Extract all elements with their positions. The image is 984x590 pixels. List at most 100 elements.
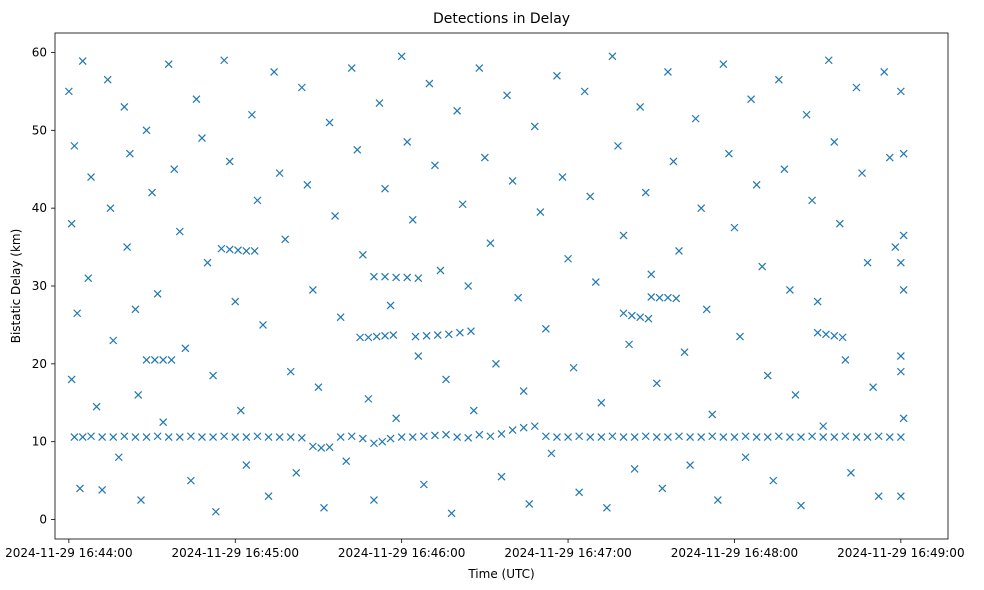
data-point [106, 204, 115, 213]
data-point [281, 235, 290, 244]
data-point [663, 293, 672, 302]
data-point [497, 472, 506, 481]
data-point [830, 138, 839, 146]
data-point [785, 433, 794, 441]
data-point [852, 433, 861, 441]
data-point [899, 285, 908, 294]
data-point [397, 433, 406, 441]
x-tick-label: 2024-11-29 16:47:00 [504, 546, 631, 560]
data-point [824, 56, 833, 65]
y-tick-label: 10 [32, 435, 47, 449]
data-point [475, 430, 484, 439]
data-point [780, 165, 789, 174]
x-tick-label: 2024-11-29 16:44:00 [5, 546, 132, 560]
data-point [852, 83, 861, 92]
data-point [541, 432, 550, 441]
data-point [752, 433, 761, 441]
data-point [370, 272, 378, 281]
data-point [225, 245, 234, 254]
data-point [356, 333, 364, 342]
data-point [109, 433, 118, 441]
data-point [381, 272, 389, 281]
data-point [358, 250, 367, 259]
data-point [769, 476, 778, 485]
data-point [619, 433, 628, 441]
data-point [98, 433, 107, 441]
data-point [422, 331, 431, 340]
data-point [137, 496, 145, 505]
y-tick-label: 60 [32, 45, 47, 59]
data-point [386, 434, 395, 443]
data-point [67, 219, 76, 228]
data-point [702, 305, 711, 314]
data-point [819, 422, 828, 431]
data-point [675, 432, 683, 441]
data-point [186, 476, 195, 485]
data-point [297, 433, 306, 442]
y-tick-label: 30 [32, 279, 47, 293]
data-point [608, 52, 617, 61]
data-point [899, 231, 908, 240]
data-point [752, 180, 761, 189]
y-tick-label: 50 [32, 123, 47, 137]
data-point [885, 433, 894, 441]
data-point [869, 383, 878, 392]
data-point [536, 208, 545, 216]
data-point [175, 433, 184, 441]
data-point [153, 289, 162, 298]
data-point [503, 91, 511, 100]
data-point [386, 301, 395, 310]
data-point [469, 406, 478, 415]
data-point [455, 328, 464, 337]
x-axis: 2024-11-29 16:44:00 2024-11-29 16:45:00 20… [5, 539, 965, 560]
data-point [697, 433, 706, 441]
data-point [813, 328, 822, 337]
data-point [819, 433, 828, 441]
data-point [891, 243, 900, 252]
data-point [669, 157, 678, 166]
y-tick-label: 40 [32, 201, 47, 215]
data-point [186, 432, 195, 441]
data-point [486, 239, 495, 248]
data-point [680, 348, 689, 357]
y-axis-label: Bistatic Delay (km) [9, 229, 23, 344]
data-point [231, 433, 240, 441]
data-point [347, 64, 356, 72]
data-point [392, 273, 401, 282]
data-point [547, 449, 556, 458]
data-point [442, 430, 450, 439]
data-point [564, 433, 572, 441]
data-point [120, 103, 129, 111]
data-point [597, 398, 606, 407]
data-point [403, 138, 412, 146]
data-point [103, 75, 112, 84]
data-point [170, 165, 179, 174]
data-point [899, 149, 908, 158]
data-point [747, 95, 756, 104]
data-point [270, 67, 279, 76]
data-point [292, 468, 301, 477]
data-point [358, 434, 367, 443]
data-point [389, 331, 398, 339]
data-point [830, 433, 839, 441]
data-point [896, 492, 905, 501]
data-point [641, 432, 650, 441]
data-point [203, 258, 212, 267]
data-point [120, 432, 129, 441]
data-point [486, 432, 495, 441]
data-point [525, 500, 534, 508]
data-point [675, 247, 683, 255]
data-point [375, 99, 384, 107]
data-point [724, 149, 733, 158]
data-point [167, 356, 176, 364]
data-point [442, 375, 450, 384]
data-point [275, 169, 284, 178]
data-point [64, 87, 73, 96]
data-point [896, 433, 905, 441]
data-point [480, 153, 489, 162]
data-point [131, 305, 140, 314]
chart-title: Detections in Delay [433, 11, 570, 27]
data-point [813, 297, 822, 306]
data-point [797, 433, 805, 441]
data-point [142, 433, 151, 441]
